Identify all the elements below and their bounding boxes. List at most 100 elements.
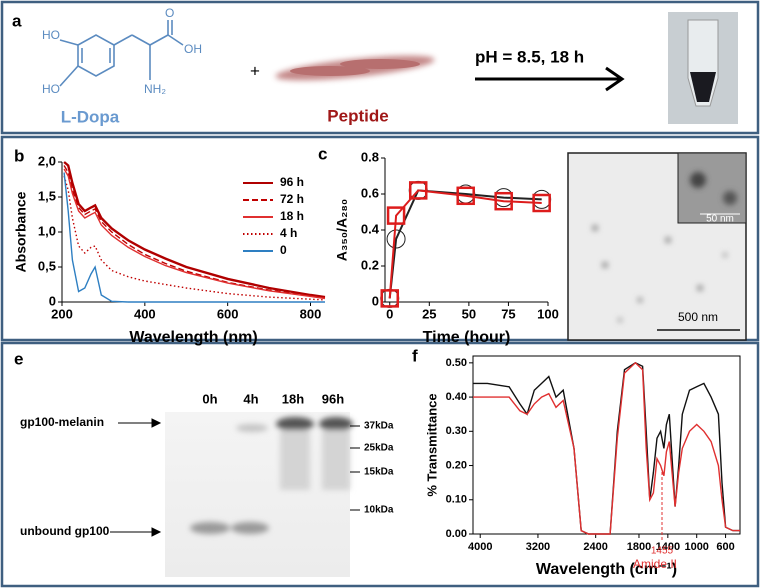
y-axis-label: A₃₅₀/A₂₈₀	[334, 199, 350, 261]
reaction-condition: pH = 8.5, 18 h	[475, 47, 584, 66]
legend-label: 0	[280, 243, 287, 257]
atom-label: O	[165, 6, 174, 20]
annotation: 1455	[651, 546, 674, 557]
tube-content	[690, 72, 716, 102]
x-tick-label: 4000	[468, 541, 492, 553]
particle	[723, 191, 737, 205]
particle	[690, 172, 706, 188]
atom-label: HO	[42, 82, 60, 96]
x-tick-label: 400	[134, 306, 156, 321]
marker-ticks	[350, 425, 360, 511]
marker	[408, 181, 428, 200]
peptide-image	[275, 55, 435, 81]
plot-frame	[472, 355, 741, 535]
y-tick-label: 0.30	[446, 425, 467, 437]
panel-label: b	[14, 146, 24, 165]
x-axis-label: Wavelength (nm)	[129, 329, 257, 346]
x-tick-label: 75	[501, 306, 515, 321]
y-tick-label: 0.40	[446, 391, 467, 403]
x-tick-label: 600	[217, 306, 239, 321]
y-axis-label: % Transmittance	[424, 393, 439, 496]
x-axis-label: Time (hour)	[423, 329, 511, 346]
gel-bands	[190, 417, 353, 534]
marker-label: 15kDa	[364, 467, 394, 478]
panel-frame	[0, 0, 760, 135]
y-tick-label: 2,0	[38, 153, 56, 168]
atom-label: OH	[184, 42, 202, 56]
atom-label: HO	[42, 28, 60, 42]
peptide-name: Peptide	[327, 106, 388, 125]
annotation: Amide II	[633, 557, 677, 571]
x-tick-label: 50	[462, 306, 476, 321]
x-tick-label: 25	[422, 306, 436, 321]
tem-inset	[677, 152, 747, 224]
band-label: unbound gp100	[20, 524, 110, 538]
reactant-name: L-Dopa	[61, 107, 120, 126]
x-tick-label: 2400	[583, 541, 607, 553]
y-tick-label: 0	[372, 293, 379, 308]
y-tick-label: 0.2	[361, 257, 379, 272]
x-tick-label: 200	[51, 306, 73, 321]
y-tick-label: 1,5	[38, 188, 56, 203]
x-tick-label: 600	[716, 541, 734, 553]
y-tick-label: 1,0	[38, 223, 56, 238]
x-tick-label: 100	[537, 306, 559, 321]
series-line	[388, 189, 542, 299]
scale-label: 500 nm	[678, 310, 718, 324]
x-tick-label: 0	[386, 306, 393, 321]
marker	[386, 229, 406, 249]
marker	[386, 206, 406, 225]
particles	[592, 225, 727, 322]
series-line	[473, 361, 740, 535]
series-line	[63, 168, 326, 300]
y-tick-label: 0.50	[446, 357, 467, 369]
y-tick-label: 0,5	[38, 258, 56, 273]
band-arrows	[110, 418, 162, 537]
y-tick-label: 0.10	[446, 494, 467, 506]
x-axis-label: Wavelength (cm⁻¹)	[536, 561, 677, 578]
y-tick-label: 0.4	[361, 221, 380, 236]
panel-label: c	[318, 144, 327, 163]
lane-label: 4h	[243, 391, 258, 406]
y-tick-label: 0.00	[446, 528, 467, 540]
series-line	[473, 361, 740, 535]
y-tick-label: 0.20	[446, 459, 467, 471]
panel-label: a	[12, 11, 22, 30]
scale-label: 50 nm	[706, 214, 734, 225]
x-tick-label: 800	[300, 306, 322, 321]
marker	[494, 191, 513, 211]
marker-label: 37kDa	[364, 421, 394, 432]
legend-label: 72 h	[280, 192, 304, 206]
lane-label: 0h	[202, 391, 217, 406]
x-tick-label: 3200	[526, 541, 550, 553]
y-tick-label: 0.6	[361, 185, 379, 200]
panel-frame	[0, 341, 760, 588]
marker-label: 25kDa	[364, 443, 394, 454]
marker-label: 10kDa	[364, 505, 394, 516]
y-tick-label: 0	[49, 293, 56, 308]
reaction-arrow	[605, 66, 625, 92]
gel-image	[165, 412, 350, 577]
panel-label: e	[14, 349, 23, 368]
band-label: gp100-melanin	[20, 415, 104, 429]
lane-label: 96h	[322, 391, 344, 406]
legend-label: 96 h	[280, 175, 304, 189]
marker	[532, 193, 551, 213]
atom-label: NH₂	[144, 82, 166, 96]
x-tick-label: 1800	[627, 541, 651, 553]
legend-label: 18 h	[280, 209, 304, 223]
series-line	[63, 175, 326, 301]
panel-label: f	[412, 346, 418, 365]
marker	[456, 186, 475, 206]
marker	[380, 289, 399, 308]
y-tick-label: 0.8	[361, 149, 379, 164]
lane-label: 18h	[282, 391, 304, 406]
y-axis-label: Absorbance	[13, 191, 29, 272]
plus-sign: +	[250, 61, 260, 80]
panel-frame	[0, 135, 760, 342]
series-line	[388, 189, 542, 299]
x-tick-label: 1400	[656, 541, 680, 553]
series-line	[63, 161, 326, 299]
legend-label: 4 h	[280, 226, 297, 240]
